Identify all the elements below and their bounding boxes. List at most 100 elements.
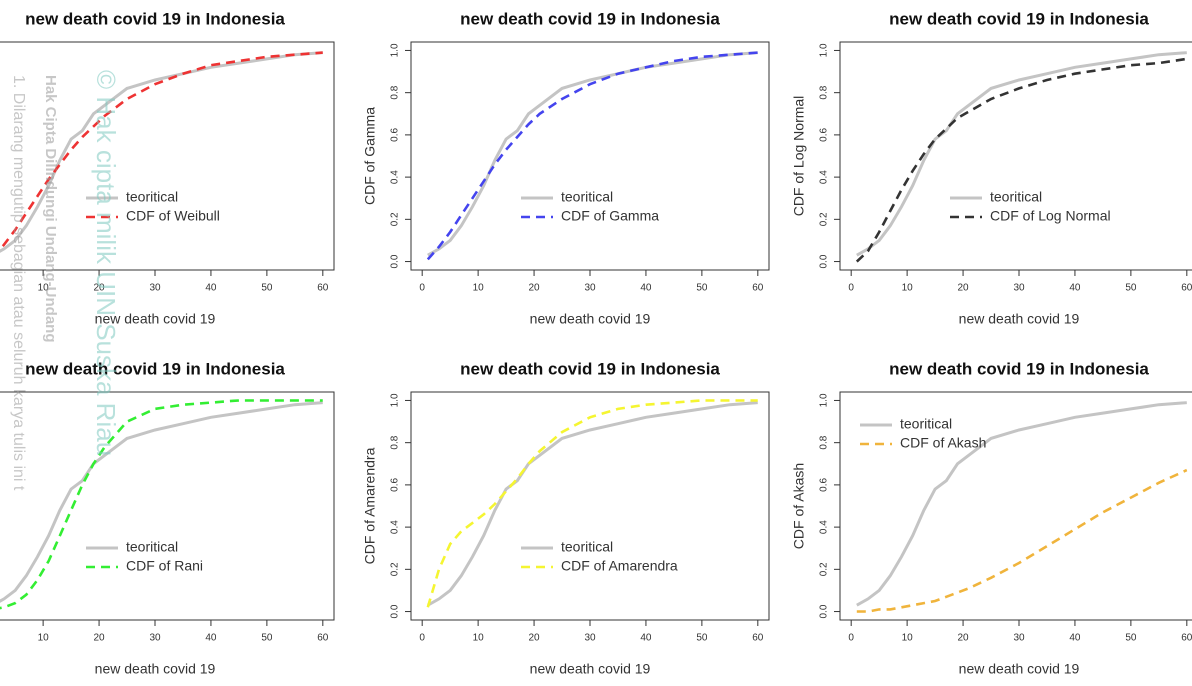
- plot-area: [428, 400, 758, 607]
- x-tick-label: 20: [94, 283, 106, 294]
- x-tick-label: 40: [640, 633, 652, 644]
- y-tick-label: 0.2: [390, 212, 401, 226]
- x-tick-label: 20: [94, 633, 106, 644]
- y-tick-label: 0.2: [390, 562, 401, 576]
- x-tick-label: 40: [640, 283, 652, 294]
- empirical-line: [857, 53, 1187, 256]
- y-axis-label: CDF of Log Normal: [791, 96, 807, 217]
- chart-title: new death covid 19 in Indonesia: [889, 9, 1149, 28]
- x-tick-label: 10: [473, 633, 485, 644]
- x-tick-label: 50: [261, 633, 273, 644]
- plot-frame: [410, 391, 770, 621]
- x-tick-label: 30: [584, 633, 596, 644]
- x-tick-label: 60: [752, 633, 764, 644]
- x-tick-label: 50: [696, 283, 708, 294]
- empirical-line: [857, 403, 1187, 606]
- legend-label: teoritical: [561, 189, 613, 205]
- x-tick-label: 60: [752, 283, 764, 294]
- plot-frame: [410, 41, 770, 271]
- y-tick-label: 0.6: [390, 128, 401, 142]
- plot-frame: [839, 41, 1192, 271]
- x-tick-label: 50: [1125, 283, 1137, 294]
- chart-title: new death covid 19 in Indonesia: [25, 9, 285, 28]
- watermark-text: © Hak cipta milik UIN Suska Riau: [91, 70, 121, 456]
- legend-label: CDF of Gamma: [561, 208, 659, 224]
- fitted-line: [428, 53, 758, 260]
- y-tick-label: 0.2: [819, 562, 830, 576]
- y-tick-label: 0.4: [819, 170, 830, 184]
- x-tick-label: 50: [1125, 633, 1137, 644]
- empirical-line: [428, 53, 758, 256]
- x-axis-label: new death covid 19: [95, 311, 216, 327]
- empirical-line: [0, 53, 323, 256]
- y-tick-label: 0.0: [819, 604, 830, 618]
- plot-area: [857, 403, 1187, 612]
- x-tick-label: 50: [261, 283, 273, 294]
- y-axis-label: CDF of Gamma: [362, 107, 378, 205]
- x-tick-label: 30: [584, 283, 596, 294]
- watermark-text: 1. Dilarang mengutip sebagian atau selur…: [10, 75, 27, 491]
- x-tick-label: 20: [958, 283, 970, 294]
- empirical-line: [428, 403, 758, 606]
- legend-label: teoritical: [900, 416, 952, 432]
- y-tick-label: 0.6: [390, 478, 401, 492]
- chart-title: new death covid 19 in Indonesia: [889, 359, 1149, 378]
- x-tick-label: 50: [696, 633, 708, 644]
- x-axis-label: new death covid 19: [95, 661, 216, 677]
- plot-area: [0, 53, 323, 258]
- y-tick-label: 0.4: [390, 520, 401, 534]
- chart-title: new death covid 19 in Indonesia: [25, 359, 285, 378]
- x-tick-label: 40: [1069, 283, 1081, 294]
- y-tick-label: 0.4: [819, 520, 830, 534]
- x-tick-label: 20: [529, 633, 541, 644]
- y-tick-label: 0.0: [390, 604, 401, 618]
- plot-area: [428, 53, 758, 260]
- fitted-line: [0, 53, 323, 258]
- y-tick-label: 1.0: [390, 43, 401, 57]
- x-tick-label: 30: [149, 283, 161, 294]
- plot-area: [0, 400, 323, 609]
- x-tick-label: 30: [1013, 283, 1025, 294]
- legend-label: CDF of Weibull: [126, 208, 220, 224]
- x-tick-label: 60: [317, 283, 329, 294]
- legend-label: CDF of Rani: [126, 558, 203, 574]
- fitted-line: [0, 400, 323, 609]
- y-tick-label: 0.6: [819, 478, 830, 492]
- y-tick-label: 1.0: [819, 43, 830, 57]
- x-tick-label: 20: [958, 633, 970, 644]
- x-tick-label: 40: [205, 633, 217, 644]
- x-tick-label: 40: [205, 283, 217, 294]
- chart-title: new death covid 19 in Indonesia: [460, 9, 720, 28]
- y-tick-label: 0.0: [819, 254, 830, 268]
- fitted-line: [857, 59, 1187, 262]
- y-tick-label: 0.8: [390, 85, 401, 99]
- x-tick-label: 20: [529, 283, 541, 294]
- x-tick-label: 10: [902, 283, 914, 294]
- watermark-text: Hak Cipta Dilindungi Undang-Undang: [42, 75, 59, 342]
- legend-label: teoritical: [561, 539, 613, 555]
- empirical-line: [0, 403, 323, 606]
- y-tick-label: 0.8: [819, 85, 830, 99]
- x-tick-label: 30: [1013, 633, 1025, 644]
- y-axis-label: CDF of Akash: [791, 463, 807, 549]
- x-tick-label: 10: [473, 283, 485, 294]
- x-tick-label: 60: [1181, 283, 1192, 294]
- y-tick-label: 0.4: [390, 170, 401, 184]
- fitted-line: [428, 400, 758, 607]
- plot-frame: [839, 391, 1192, 621]
- x-tick-label: 0: [848, 283, 854, 294]
- legend-label: CDF of Log Normal: [990, 208, 1111, 224]
- y-tick-label: 0.2: [819, 212, 830, 226]
- x-axis-label: new death covid 19: [959, 661, 1080, 677]
- x-tick-label: 40: [1069, 633, 1081, 644]
- x-axis-label: new death covid 19: [530, 311, 651, 327]
- legend-label: CDF of Amarendra: [561, 558, 678, 574]
- y-tick-label: 1.0: [390, 393, 401, 407]
- y-tick-label: 0.0: [390, 254, 401, 268]
- x-tick-label: 10: [38, 633, 50, 644]
- y-tick-label: 0.8: [390, 435, 401, 449]
- x-tick-label: 10: [38, 283, 50, 294]
- fitted-line: [857, 470, 1187, 611]
- y-tick-label: 0.8: [819, 435, 830, 449]
